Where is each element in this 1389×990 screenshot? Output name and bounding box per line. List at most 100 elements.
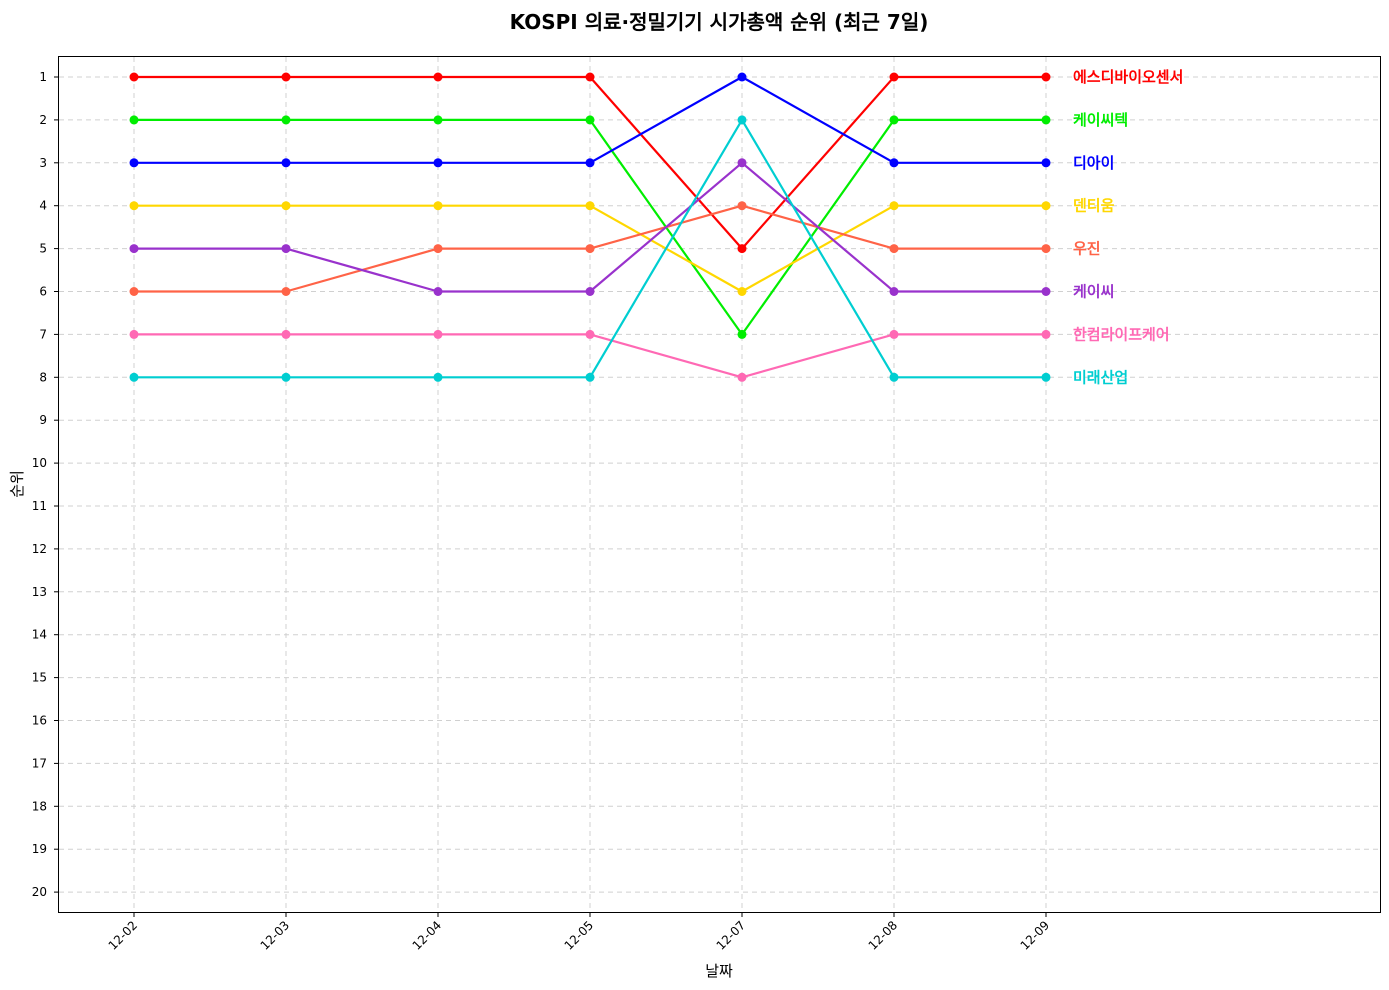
- y-axis-label: 순위: [8, 470, 26, 498]
- data-point: [129, 72, 139, 82]
- data-point: [129, 287, 139, 296]
- data-point: [737, 201, 747, 211]
- y-tick-label: 15: [32, 671, 47, 685]
- y-tick-label: 17: [32, 756, 47, 770]
- data-point: [737, 244, 747, 254]
- series-label: 에스디바이오센서: [1073, 68, 1183, 86]
- y-tick-label: 10: [32, 456, 47, 470]
- y-tick-label: 19: [32, 842, 47, 856]
- y-tick-label: 5: [39, 242, 47, 256]
- data-point: [585, 201, 595, 211]
- y-tick-label: 11: [32, 499, 47, 513]
- data-point: [433, 201, 443, 211]
- y-tick-label: 13: [32, 585, 47, 599]
- data-point: [1041, 329, 1051, 339]
- y-tick-label: 14: [32, 628, 47, 642]
- data-point: [585, 158, 595, 168]
- series-label: 미래산업: [1073, 368, 1128, 386]
- series-label: 한컴라이프케어: [1073, 325, 1170, 343]
- data-point: [585, 372, 595, 382]
- chart-title: KOSPI 의료·정밀기기 시가총액 순위 (최근 7일): [510, 10, 929, 34]
- data-point: [1041, 287, 1051, 296]
- data-point: [737, 158, 747, 168]
- data-point: [889, 372, 899, 382]
- data-point: [1041, 201, 1051, 211]
- data-point: [737, 372, 747, 382]
- data-point: [281, 287, 291, 296]
- x-tick-label: 12-04: [410, 918, 445, 953]
- data-point: [433, 72, 443, 82]
- data-point: [281, 158, 291, 168]
- data-point: [737, 287, 747, 296]
- y-tick-label: 12: [32, 542, 47, 556]
- series-label: 디아이: [1073, 154, 1114, 172]
- data-point: [737, 329, 747, 339]
- series-line: [134, 161, 1046, 293]
- x-tick-label: 12-08: [866, 918, 901, 953]
- data-point: [1041, 72, 1051, 82]
- data-point: [585, 287, 595, 296]
- data-point: [281, 201, 291, 211]
- y-tick-label: 9: [39, 413, 47, 427]
- data-point: [433, 372, 443, 382]
- data-point: [281, 72, 291, 82]
- data-point: [129, 115, 139, 125]
- data-point: [281, 372, 291, 382]
- data-point: [433, 115, 443, 125]
- data-point: [281, 329, 291, 339]
- y-tick-label: 8: [39, 370, 47, 384]
- data-point: [433, 158, 443, 168]
- data-point: [585, 329, 595, 339]
- data-point: [281, 115, 291, 125]
- data-point: [129, 201, 139, 211]
- y-tick-label: 4: [39, 199, 47, 213]
- data-point: [129, 244, 139, 254]
- y-tick-label: 1: [39, 70, 47, 84]
- data-point: [889, 287, 899, 296]
- data-point: [129, 329, 139, 339]
- y-tick-label: 18: [32, 799, 47, 813]
- y-tick-label: 6: [39, 285, 47, 299]
- x-tick-label: 12-05: [562, 918, 597, 953]
- data-point: [889, 72, 899, 82]
- x-tick-label: 12-03: [258, 918, 293, 953]
- series-label: 케이씨: [1073, 283, 1114, 301]
- data-point: [737, 115, 747, 125]
- series-label: 덴티움: [1073, 197, 1115, 215]
- series-label: 케이씨텍: [1073, 111, 1128, 129]
- data-point: [889, 329, 899, 339]
- data-point: [585, 115, 595, 125]
- plot-frame: [58, 56, 1381, 913]
- grid-layer: [59, 57, 1380, 912]
- data-point: [889, 115, 899, 125]
- data-point: [585, 72, 595, 82]
- y-tick-label: 3: [39, 156, 47, 170]
- y-tick-label: 2: [39, 113, 47, 127]
- data-point: [889, 244, 899, 254]
- y-tick-label: 7: [39, 327, 47, 341]
- data-point: [585, 244, 595, 254]
- data-point: [1041, 244, 1051, 254]
- data-point: [737, 72, 747, 82]
- x-tick-label: 12-09: [1018, 918, 1053, 953]
- x-axis-label: 날짜: [705, 962, 733, 980]
- data-point: [1041, 372, 1051, 382]
- data-point: [433, 329, 443, 339]
- data-point: [889, 201, 899, 211]
- x-axis-ticks: 12-02 12-03 12-04 12-05 12-07 12-08 12-09: [106, 912, 1053, 953]
- data-point: [433, 244, 443, 254]
- y-tick-label: 20: [32, 885, 47, 899]
- data-point: [433, 287, 443, 296]
- data-point: [1041, 158, 1051, 168]
- series-layer: [129, 72, 1051, 382]
- data-point: [1041, 115, 1051, 125]
- x-tick-label: 12-07: [714, 918, 749, 953]
- data-point: [889, 158, 899, 168]
- y-tick-label: 16: [32, 714, 47, 728]
- series-label: 우진: [1073, 240, 1101, 258]
- x-tick-label: 12-02: [106, 918, 141, 953]
- data-point: [281, 244, 291, 254]
